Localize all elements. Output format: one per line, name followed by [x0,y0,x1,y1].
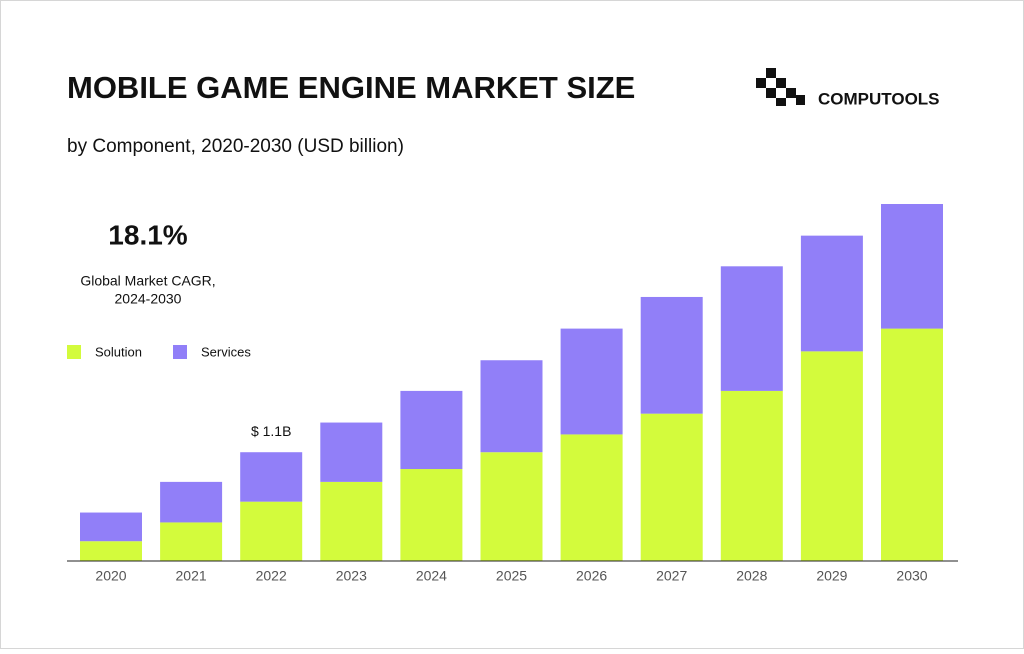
bar-segment [400,469,463,561]
bar-segment [800,351,863,561]
bar-segment [480,360,543,453]
bar-segment [320,481,383,561]
bar-segment [560,434,623,561]
bar-segment [640,296,703,414]
bar-segment [80,512,142,542]
chart-subtitle: by Component, 2020-2030 (USD billion) [67,136,404,157]
legend-swatch [173,345,187,359]
bar-segment [881,328,943,561]
bar-segment [320,422,383,482]
bar-segment [800,235,863,352]
x-tick-label: 2021 [176,568,207,584]
brand-name: COMPUTOOLS [818,89,940,108]
cagr-label: 2024-2030 [115,291,182,307]
bar-segment [80,541,142,561]
x-tick-label: 2028 [736,568,767,584]
data-label: $ 1.1B [251,423,291,439]
chart-title: MOBILE GAME ENGINE MARKET SIZE [67,70,635,105]
x-tick-label: 2025 [496,568,527,584]
cagr-label: Global Market CAGR, [80,273,215,289]
bar-segment [400,390,463,470]
bar-segment [640,413,703,561]
x-tick-label: 2029 [816,568,847,584]
legend-label: Services [201,344,251,359]
legend-swatch [67,345,81,359]
logo-icon [756,68,805,106]
bar-segment [720,266,783,391]
x-tick-label: 2022 [256,568,287,584]
bar-segment [240,452,303,502]
x-tick-label: 2020 [95,568,126,584]
bar-segment [881,204,943,329]
bar-segment [560,328,623,435]
x-tick-label: 2026 [576,568,607,584]
x-tick-label: 2024 [416,568,447,584]
bar-segment [720,390,783,561]
bar-segment [160,481,223,523]
legend-label: Solution [95,344,142,359]
cagr-value: 18.1% [108,219,187,250]
x-tick-label: 2030 [896,568,927,584]
bar-segment [160,522,223,561]
x-tick-label: 2023 [336,568,367,584]
x-tick-label: 2027 [656,568,687,584]
bar-segment [240,501,303,561]
bar-segment [480,452,543,561]
